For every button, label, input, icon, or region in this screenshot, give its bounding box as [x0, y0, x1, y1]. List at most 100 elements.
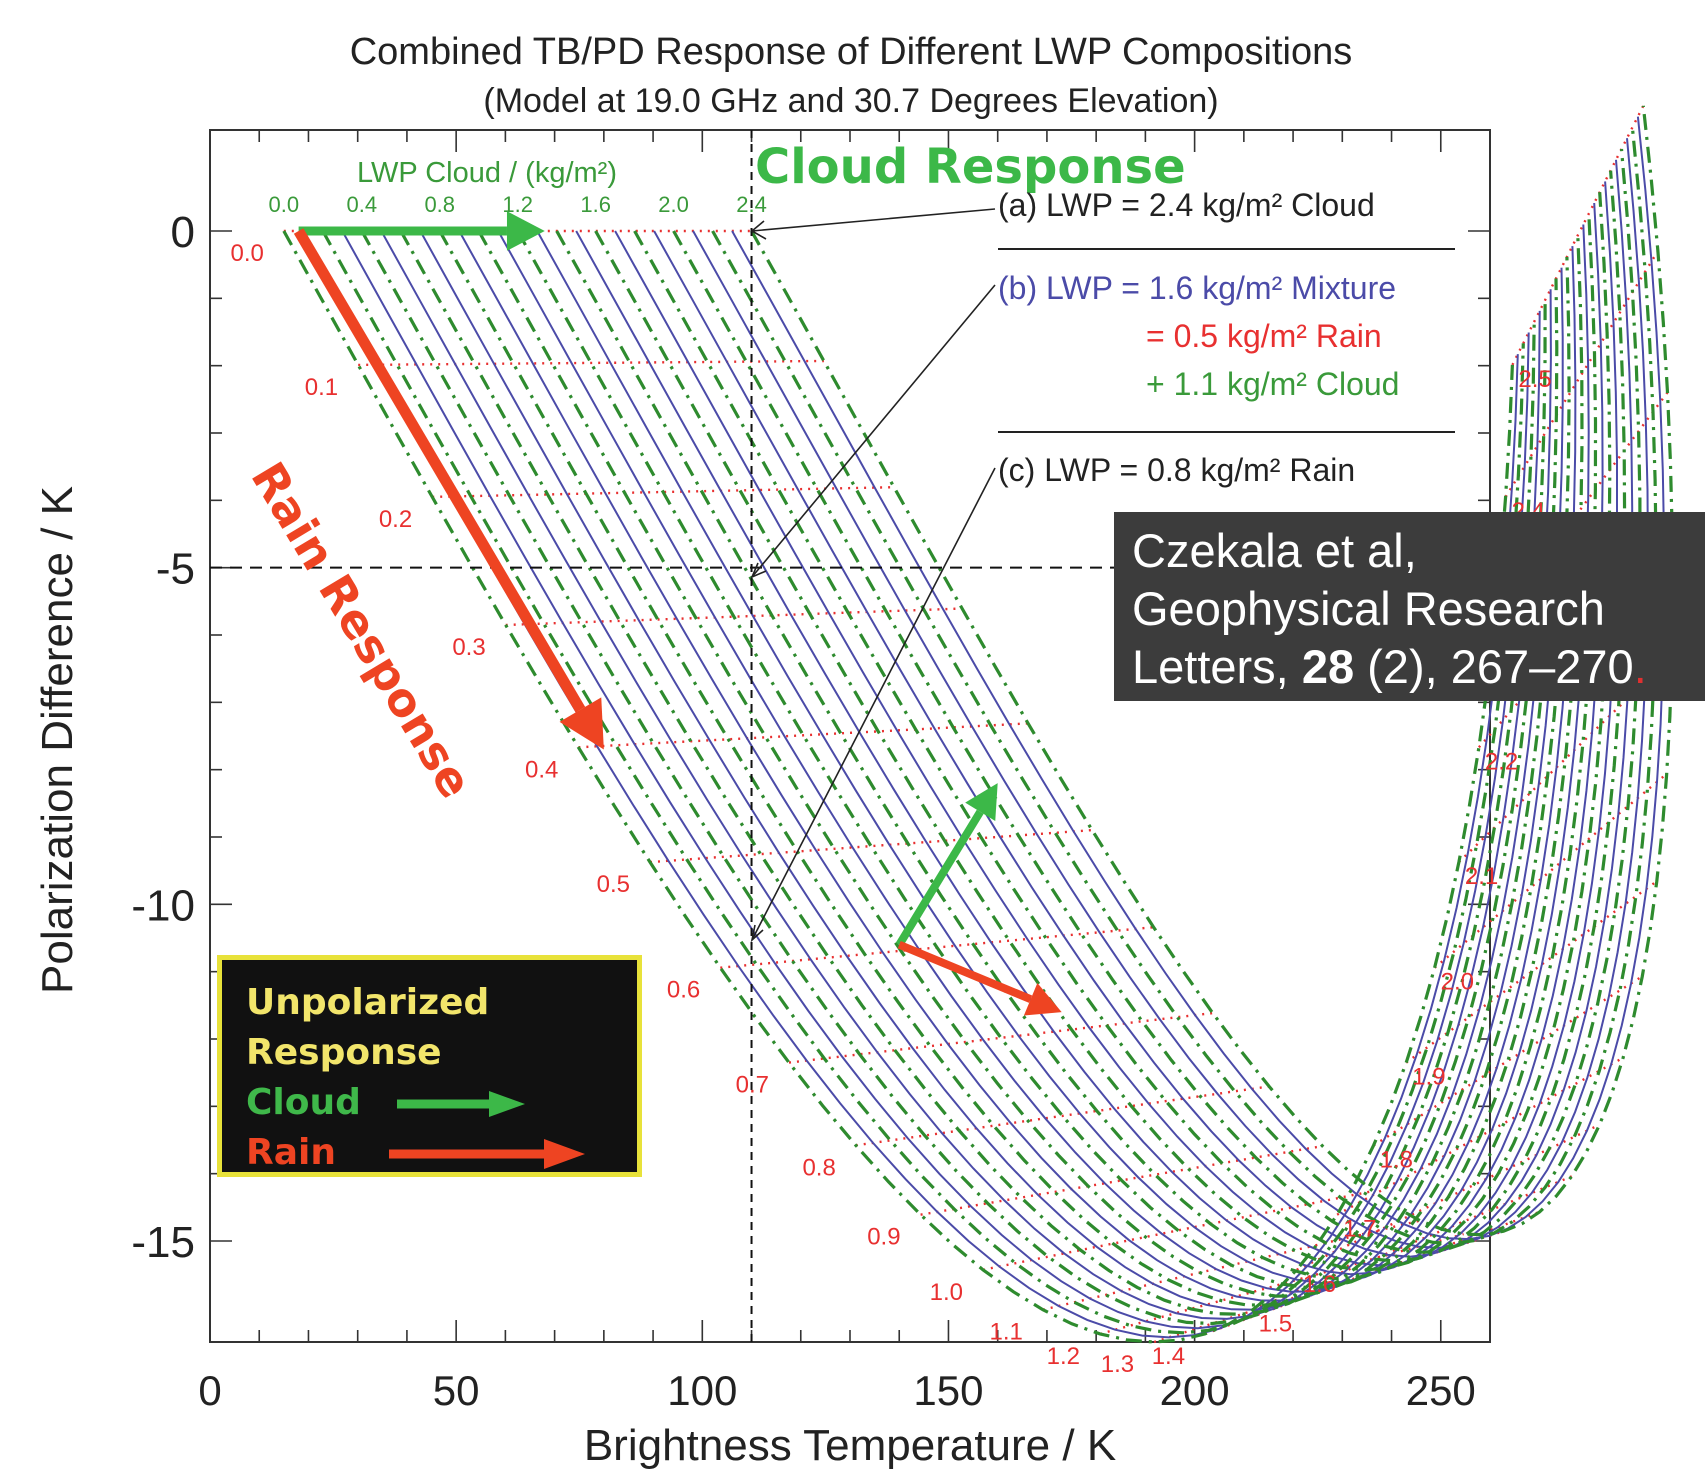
rain-lwp-label: 2.1 — [1465, 863, 1498, 890]
pointer-b — [751, 284, 996, 578]
mixture-cloud-arrow-shaft — [895, 809, 984, 947]
x-tick-label: 200 — [1160, 1367, 1230, 1414]
cloud-curve — [321, 230, 1525, 1335]
tick-labels: 0 50 100 150 200 250 0 -5 -10 -15 — [131, 208, 1475, 1414]
citation-journal: Letters, — [1132, 640, 1302, 693]
legend-line2: Response — [246, 1032, 442, 1073]
cloud-response-label: Cloud Response — [755, 139, 1186, 195]
mixture-curve — [614, 181, 1618, 1267]
pointer-c-head — [750, 924, 764, 943]
rain-lwp-label: 1.4 — [1152, 1343, 1185, 1370]
annotation-c: (c) LWP = 0.8 kg/m² Rain — [998, 452, 1355, 488]
y-tick-label: -5 — [156, 545, 195, 594]
x-tick-label: 0 — [198, 1367, 221, 1414]
mixture-curve — [419, 230, 1552, 1311]
rain-lwp-label: 1.3 — [1101, 1351, 1134, 1378]
chart-subtitle: (Model at 19.0 GHz and 30.7 Degrees Elev… — [483, 82, 1218, 120]
rain-curve — [432, 486, 895, 499]
cloud-curve — [360, 230, 1536, 1326]
cloud-lwp-label: 0.0 — [269, 192, 300, 217]
rain-lwp-label: 1.6 — [1303, 1271, 1336, 1298]
citation-line1: Czekala et al, — [1132, 524, 1417, 577]
mixture-curve — [458, 230, 1564, 1302]
rain-lwp-label: 1.7 — [1343, 1216, 1376, 1243]
pointer-a — [751, 208, 996, 232]
cloud-response-arrow-head — [506, 211, 545, 251]
mixture-rain-arrow-head — [1023, 982, 1062, 1016]
legend-rain: Rain — [246, 1128, 637, 1178]
rain-lwp-label: 0.7 — [736, 1072, 769, 1099]
y-axis-label: Polarization Difference / K — [33, 486, 82, 994]
cloud-curve — [399, 230, 1547, 1316]
annotation-b3: + 1.1 kg/m² Cloud — [1146, 366, 1399, 402]
citation-line3: Letters, 28 (2), 267–270. — [1132, 638, 1705, 696]
rain-lwp-label: 1.8 — [1380, 1146, 1413, 1173]
rain-lwp-label: 1.0 — [930, 1279, 963, 1306]
cloud-lwp-labels: 0.0 0.4 0.8 1.2 1.6 2.0 2.4 — [269, 192, 767, 217]
mixture-curve — [380, 230, 1541, 1320]
rain-curve — [578, 722, 1029, 749]
rain-response-arrow-shaft — [293, 228, 586, 713]
chart-title: Combined TB/PD Response of Different LWP… — [350, 31, 1353, 73]
rain-lwp-label: 0.2 — [379, 506, 412, 533]
cloud-curve — [594, 192, 1612, 1272]
cloud-lwp-label: 1.6 — [580, 192, 611, 217]
mixture-solid-curves — [302, 116, 1666, 1339]
rain-lwp-label: 1.2 — [1047, 1343, 1080, 1370]
citation-volume: 28 — [1301, 640, 1355, 693]
cloud-lwp-label: 2.0 — [658, 192, 689, 217]
rain-lwp-label: 1.1 — [990, 1319, 1023, 1346]
pointer-a-head — [750, 220, 767, 240]
mixture-cloud-arrow-head — [965, 783, 998, 821]
mixture-rain-arrow-shaft — [897, 941, 1033, 1003]
citation-dot: . — [1633, 640, 1647, 693]
legend-cloud-label: Cloud — [246, 1082, 361, 1123]
pointer-b-head — [750, 562, 767, 579]
rain-curve — [1405, 880, 1658, 1064]
cloud-curve — [555, 213, 1598, 1281]
rain-response-label: Rain Response — [241, 453, 483, 807]
cloud-lwp-axis-label: LWP Cloud / (kg/m²) — [357, 157, 617, 189]
rain-lwp-label: 0.3 — [452, 634, 485, 661]
legend-rain-label: Rain — [246, 1132, 336, 1173]
rain-curve — [855, 1085, 1270, 1147]
reference-lines — [210, 130, 1114, 1342]
mixture-curve — [302, 230, 1519, 1339]
x-tick-label: 50 — [433, 1367, 480, 1414]
annotation-b1: (b) LWP = 1.6 kg/m² Mixture — [998, 270, 1396, 306]
rain-lwp-label: 0.9 — [867, 1224, 900, 1251]
response-arrows — [293, 211, 1062, 1016]
y-tick-label: -15 — [131, 1218, 195, 1267]
citation-pages: (2), 267–270 — [1354, 640, 1634, 693]
y-tick-label: -10 — [131, 881, 195, 930]
x-tick-label: 100 — [667, 1367, 737, 1414]
annotation-a: (a) LWP = 2.4 kg/m² Cloud — [998, 187, 1375, 223]
rain-curve — [358, 359, 824, 367]
mixture-curve — [341, 230, 1530, 1330]
rain-lwp-label: 0.1 — [305, 374, 338, 401]
legend-rain-arrow-icon — [388, 1139, 585, 1169]
rain-lwp-label: 1.5 — [1259, 1311, 1292, 1338]
x-tick-label: 250 — [1406, 1367, 1476, 1414]
pointer-c — [751, 467, 996, 941]
cloud-curve — [633, 170, 1627, 1263]
mixture-curve — [497, 230, 1577, 1293]
rain-lwp-label: 0.0 — [230, 240, 263, 267]
mixture-curve — [575, 202, 1604, 1276]
rain-lwp-label: 0.6 — [667, 977, 700, 1004]
rain-lwp-label: 2.0 — [1441, 969, 1474, 996]
rain-lwp-label: 2.2 — [1485, 748, 1518, 775]
cloud-curve — [672, 148, 1642, 1254]
rain-response-arrow-head — [559, 697, 604, 750]
x-tick-label: 150 — [913, 1367, 983, 1414]
cloud-curve — [516, 230, 1584, 1290]
citation-line2: Geophysical Research — [1132, 582, 1605, 635]
unpolarized-legend: Unpolarized Response Cloud Rain — [217, 955, 642, 1177]
mixture-curve — [692, 138, 1649, 1249]
cloud-curve — [477, 230, 1571, 1298]
cloud-lwp-label: 0.8 — [424, 192, 455, 217]
x-axis-label: Brightness Temperature / K — [584, 1421, 1116, 1470]
legend-cloud-arrow-icon — [397, 1091, 526, 1117]
legend-cloud: Cloud — [246, 1078, 637, 1128]
